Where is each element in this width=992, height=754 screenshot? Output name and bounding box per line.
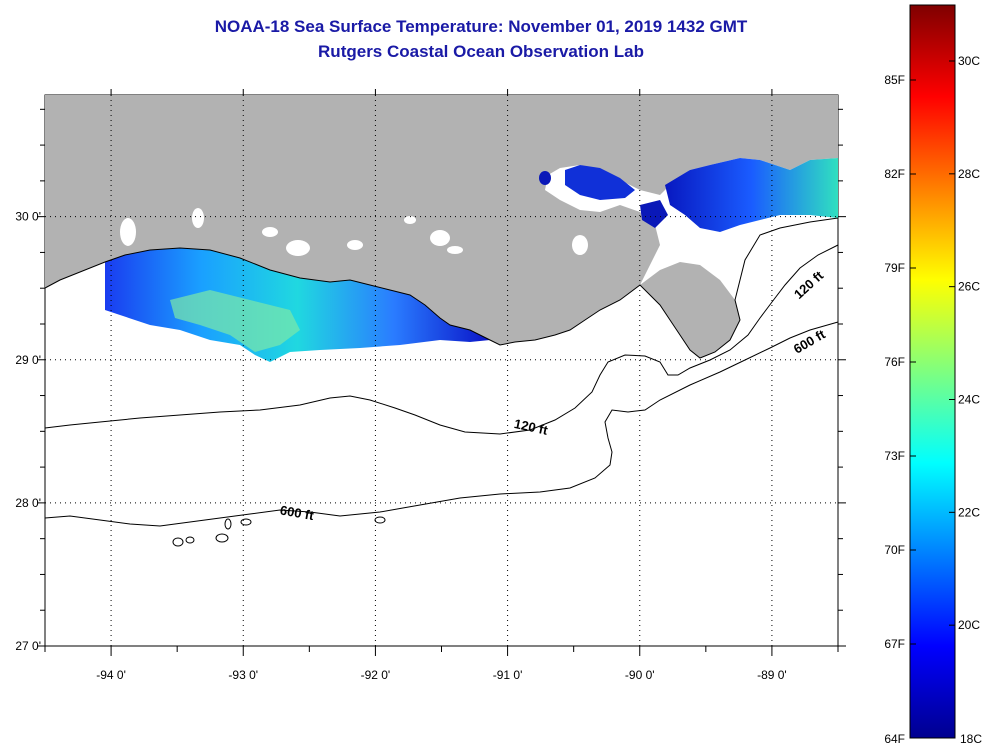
colorbar-fahrenheit-labels: 85F 82F 79F 76F 73F 70F 67F 64F — [884, 73, 916, 746]
sst-west-warm — [170, 290, 300, 352]
colorbar-label-c: 30C — [958, 54, 980, 68]
land-area — [45, 95, 838, 345]
coastline — [44, 217, 839, 359]
lon-tick-label: -90 0' — [625, 668, 655, 682]
lat-tick-label: 28 0' — [15, 496, 41, 510]
isobath-label: 600 ft — [279, 502, 316, 523]
sst-lake-patch — [539, 171, 551, 185]
lon-tick-label: -93 0' — [228, 668, 258, 682]
colorbar-label-c: 28C — [958, 167, 980, 181]
colorbar-label-f: 85F — [884, 73, 905, 87]
axis-ticks — [37, 89, 846, 656]
colorbar-label-f: 79F — [884, 261, 905, 275]
lat-tick-label: 30 0' — [15, 210, 41, 224]
sst-bay-patch — [640, 200, 668, 228]
colorbar-label-f: 64F — [884, 732, 905, 746]
colorbar-celsius-labels: 30C 28C 26C 24C 22C 20C 18C — [949, 54, 982, 746]
colorbar-label-c: 22C — [958, 505, 980, 519]
isobath-120ft — [44, 244, 839, 435]
colorbar-label-c: 24C — [958, 393, 980, 407]
map-title: NOAA-18 Sea Surface Temperature: Novembe… — [214, 17, 748, 36]
lon-tick-label: -89 0' — [757, 668, 787, 682]
lon-tick-label: -91 0' — [493, 668, 523, 682]
map-subtitle: Rutgers Coastal Ocean Observation Lab — [318, 42, 644, 61]
sst-sound-patch — [565, 165, 635, 200]
isobath-600ft — [44, 321, 839, 527]
colorbar-label-f: 76F — [884, 355, 905, 369]
isobath-label: 120 ft — [513, 416, 550, 438]
colorbar-label-c: 18C — [960, 732, 982, 746]
delta-area — [640, 262, 740, 358]
colorbar-label-c: 20C — [958, 618, 980, 632]
colorbar-label-c: 26C — [958, 280, 980, 294]
sst-east-patch — [665, 158, 838, 232]
lat-tick-label: 27 0' — [15, 639, 41, 653]
lat-tick-label: 29 0' — [15, 353, 41, 367]
lon-tick-label: -94 0' — [96, 668, 126, 682]
colorbar-label-f: 73F — [884, 449, 905, 463]
colorbar-label-f: 70F — [884, 543, 905, 557]
inland-lakes — [120, 208, 588, 256]
colorbar-label-f: 67F — [884, 637, 905, 651]
sst-west-patch — [105, 248, 490, 362]
colorbar-gradient — [909, 4, 956, 739]
colorbar: 85F 82F 79F 76F 73F 70F 67F 64F 30C 28C 26C 24C 22C… — [884, 4, 982, 746]
lon-tick-label: -92 0' — [361, 668, 391, 682]
colorbar-label-f: 82F — [884, 167, 905, 181]
axis-labels: -94 0' -93 0' -92 0' -91 0' -90 0' -89 0' 30 0… — [15, 210, 786, 682]
